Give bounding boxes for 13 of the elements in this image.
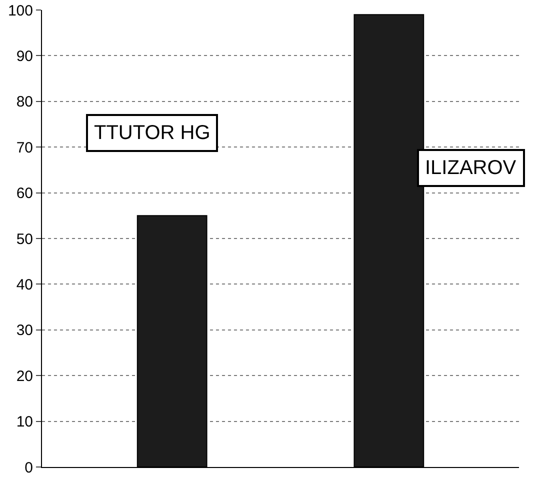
y-tick-label: 100 [8, 2, 33, 20]
y-tick-label: 70 [16, 139, 33, 156]
y-tick-label: 50 [16, 230, 33, 248]
y-tick-label: 60 [16, 185, 33, 202]
y-tick-label: 80 [16, 94, 33, 111]
y-tick-label: 90 [16, 48, 33, 65]
x-tick-label: TTUTOR HG [94, 122, 210, 144]
y-tick-label: 20 [16, 368, 33, 385]
y-tick-label: 10 [16, 414, 33, 431]
y-tick-label: 30 [16, 322, 33, 340]
y-tick-label: 40 [16, 276, 33, 294]
x-tick-label: ILIZAROV [425, 157, 517, 179]
y-tick-label: 0 [24, 459, 33, 476]
